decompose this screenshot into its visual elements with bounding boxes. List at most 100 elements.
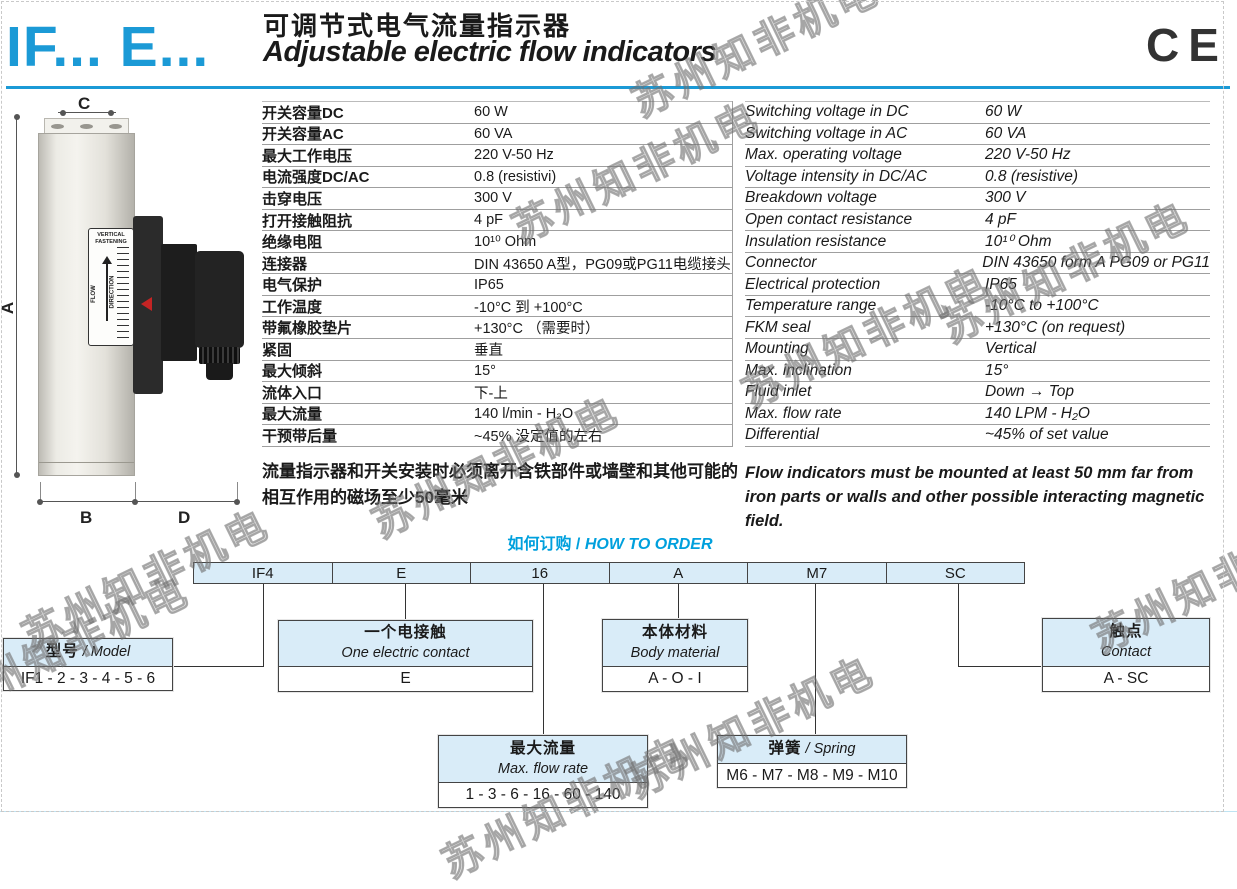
table-divider xyxy=(732,101,733,447)
header-en: Spring xyxy=(813,740,856,757)
spec-row: Fluid inlet Down → Top xyxy=(745,382,1210,404)
spec-row: Insulation resistance 10¹⁰ Ohm xyxy=(745,231,1210,253)
spec-label: 工作温度 xyxy=(262,298,323,316)
header-en: One electric contact xyxy=(341,645,470,662)
spec-row: Max. flow rate 140 LPM - H₂O xyxy=(745,404,1210,426)
dim-tick xyxy=(237,482,238,502)
connector-line xyxy=(958,666,1043,667)
spec-row: 最大工作电压 220 V-50 Hz xyxy=(262,145,732,167)
spec-row: 击穿电压 300 V xyxy=(262,188,732,210)
spec-value: 300 V xyxy=(985,189,1026,207)
device-top-face xyxy=(44,118,129,134)
spec-label: 最大倾斜 xyxy=(262,363,323,381)
spec-value: 220 V-50 Hz xyxy=(474,147,554,164)
dim-label-b: B xyxy=(80,508,93,527)
spec-value: IP65 xyxy=(474,276,504,293)
switch-housing xyxy=(161,244,197,361)
spec-row: 工作温度 -10°C 到 +100°C xyxy=(262,296,732,318)
header-cn: 最大流量 xyxy=(509,739,576,757)
spec-value: 4 pF xyxy=(985,211,1017,228)
header-cn: 弹簧 xyxy=(768,740,802,758)
spec-label: 连接器 xyxy=(262,255,308,273)
order-code-cell: SC xyxy=(944,564,966,582)
spec-row: Mounting Vertical xyxy=(745,339,1210,361)
spec-label: Connector xyxy=(745,254,817,272)
spec-row: Electrical protection IP65 xyxy=(745,274,1210,296)
order-box-model: 型号 / Model IF1 - 2 - 3 - 4 - 5 - 6 xyxy=(3,638,173,691)
header-cn: 本体材料 xyxy=(641,623,708,641)
header-sep: / xyxy=(805,740,810,757)
spec-label: 开关容量DC xyxy=(262,104,344,122)
spec-label: Temperature range xyxy=(745,297,877,315)
spec-row: Switching voltage in DC 60 W xyxy=(745,102,1210,124)
header-rule xyxy=(6,86,1230,89)
spec-row: 干预带后量 ~45% 没定值的左右 xyxy=(262,425,732,447)
order-box-flow-rate-header: 最大流量 Max. flow rate xyxy=(439,736,647,783)
spec-label: 打开接触阻抗 xyxy=(262,212,353,230)
spec-value: 垂直 xyxy=(474,342,503,359)
spec-row: 开关容量DC 60 W xyxy=(262,102,732,124)
order-box-spring-header: 弹簧 / Spring xyxy=(718,736,906,764)
spec-value: 10¹⁰ Ohm xyxy=(474,233,537,250)
header-sep: / xyxy=(82,643,87,660)
spec-row: 最大倾斜 15° xyxy=(262,361,732,383)
spec-label: Breakdown voltage xyxy=(745,189,877,207)
dim-dot xyxy=(132,498,138,505)
order-box-model-value: IF1 - 2 - 3 - 4 - 5 - 6 xyxy=(20,669,156,687)
connector-line xyxy=(958,584,959,667)
spec-label: Mounting xyxy=(745,340,809,358)
spec-label: Max. inclination xyxy=(745,361,852,379)
dim-dot xyxy=(108,109,114,116)
spec-label: Max. flow rate xyxy=(745,404,842,422)
order-box-body-material-header: 本体材料 Body material xyxy=(603,620,747,667)
dim-dot xyxy=(37,498,43,505)
spec-label: 击穿电压 xyxy=(262,190,323,208)
spec-label: 最大工作电压 xyxy=(262,147,353,165)
order-code-row: IF4 E 16 A M7 SC xyxy=(193,562,1025,584)
spec-value: +130°C （需要时） xyxy=(474,321,600,338)
header-en: Max. flow rate xyxy=(497,760,589,777)
order-box-contact-header: 触点 Contact xyxy=(1043,619,1209,667)
order-box-electric-contact-header: 一个电接触 One electric contact xyxy=(279,621,532,667)
spec-value: 0.8 (resistive) xyxy=(985,167,1079,185)
spec-value: 140 LPM - H₂O xyxy=(985,404,1090,422)
page-title-cn: 可调节式电气流量指示器 xyxy=(263,11,572,41)
spec-row: 开关容量AC 60 VA xyxy=(262,124,732,146)
order-code-cell: M7 xyxy=(748,563,887,583)
spec-label: Max. operating voltage xyxy=(745,146,902,164)
dim-line-c xyxy=(58,112,116,113)
spec-row: Connector DIN 43650 form A PG09 or PG11 xyxy=(745,253,1210,275)
order-code-cell: A xyxy=(610,563,748,583)
spec-row: 电气保护 IP65 xyxy=(262,274,732,296)
spec-label: Insulation resistance xyxy=(745,232,887,250)
header-en: Body material xyxy=(630,644,720,661)
device-seam xyxy=(39,462,134,463)
spec-value: 4 pF xyxy=(474,212,504,228)
order-box-contact-value: A - SC xyxy=(1103,670,1149,687)
order-box-spring: 弹簧 / Spring M6 - M7 - M8 - M9 - M10 xyxy=(717,735,907,788)
connector-line xyxy=(543,584,544,736)
spec-value: 15° xyxy=(474,362,496,379)
specs-cn-table: 开关容量DC 60 W 开关容量AC 60 VA 最大工作电压 220 V-50 Hz 电流… xyxy=(262,101,732,447)
spec-row: FKM seal +130°C (on request) xyxy=(745,317,1210,340)
spec-value: 60 W xyxy=(474,104,508,121)
order-box-body-material: 本体材料 Body material A - O - I xyxy=(602,619,748,692)
order-box-flow-rate: 最大流量 Max. flow rate 1 - 3 - 6 - 16 - 60 … xyxy=(438,735,648,808)
device-label: VERTICAL FASTENING FLOW DIRECTION xyxy=(88,228,134,346)
scale-ticks xyxy=(117,247,129,339)
dim-tick xyxy=(135,482,136,502)
spec-value: 15° xyxy=(985,361,1009,379)
ce-mark: CE xyxy=(1146,19,1228,71)
spec-label: 紧固 xyxy=(262,341,293,359)
spec-label: 绝缘电阻 xyxy=(262,234,323,252)
red-indicator-icon xyxy=(134,297,152,311)
spec-value: Down → Top xyxy=(985,383,1075,401)
spec-value: 60 VA xyxy=(474,125,513,142)
dim-tick xyxy=(40,482,41,502)
dim-label-c: C xyxy=(78,94,91,113)
spec-row: 流体入口 下-上 xyxy=(262,382,732,404)
spec-label: Differential xyxy=(745,426,820,444)
spec-label: Voltage intensity in DC/AC xyxy=(745,167,928,185)
order-box-electric-contact-value: E xyxy=(400,670,411,687)
bottom-rule xyxy=(0,811,1237,812)
